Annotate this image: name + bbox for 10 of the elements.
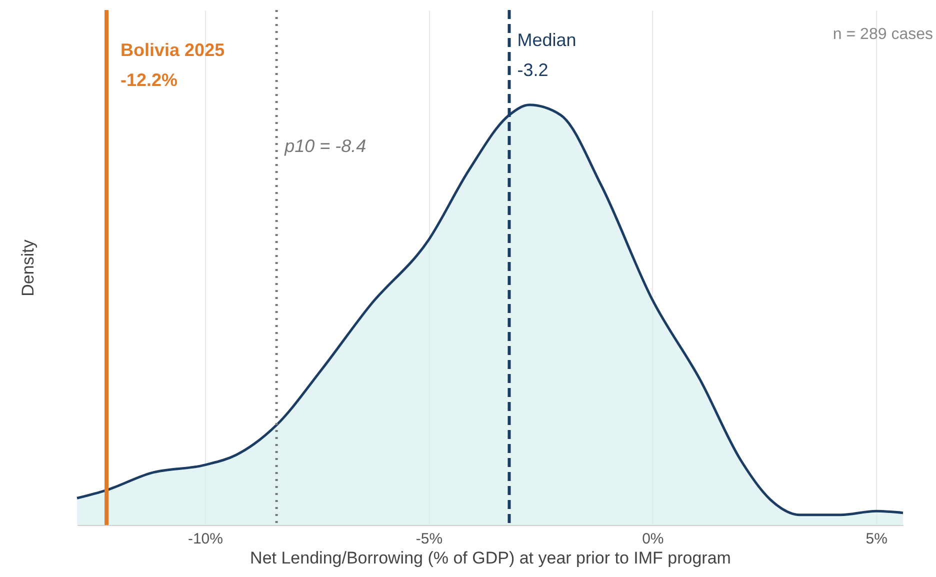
ref-line-label: Bolivia 2025 -12.2% (120, 40, 225, 90)
text: n = 289 cases (832, 26, 933, 43)
x-tick-label: 0% (642, 530, 664, 548)
ref-line-label: Median -3.2 (517, 30, 576, 80)
y-axis-title: Density (18, 239, 38, 296)
ref-line-label: p10 = -8.4 (284, 136, 366, 156)
x-tick-label: 5% (866, 530, 888, 548)
x-axis-title: Net Lending/Borrowing (% of GDP) at year prior to IMF program (250, 548, 731, 568)
x-tick-label: -10% (188, 530, 223, 548)
x-tick-label: -5% (416, 530, 443, 548)
